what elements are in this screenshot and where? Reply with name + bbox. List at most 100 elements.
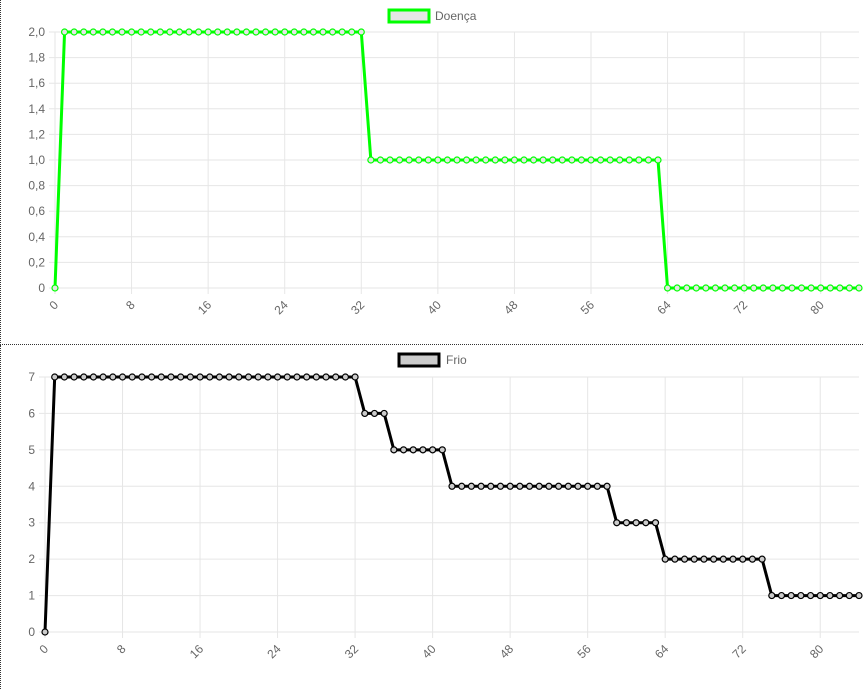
data-point[interactable]: [558, 156, 566, 164]
data-point[interactable]: [367, 156, 375, 164]
data-point[interactable]: [740, 284, 748, 292]
data-point[interactable]: [196, 373, 204, 381]
data-point[interactable]: [768, 591, 776, 600]
data-point[interactable]: [759, 284, 767, 292]
data-point[interactable]: [671, 555, 679, 563]
legend-swatch[interactable]: [397, 352, 441, 368]
data-point[interactable]: [577, 156, 586, 164]
data-point[interactable]: [70, 28, 78, 36]
data-point[interactable]: [376, 156, 385, 164]
data-point[interactable]: [529, 156, 538, 164]
legend-label[interactable]: Doença: [435, 9, 477, 23]
data-point[interactable]: [395, 156, 404, 164]
data-point[interactable]: [855, 284, 863, 292]
data-point[interactable]: [254, 373, 262, 381]
data-point[interactable]: [663, 284, 672, 292]
data-point[interactable]: [281, 28, 289, 36]
data-point[interactable]: [836, 284, 844, 292]
data-point[interactable]: [415, 156, 423, 164]
data-point[interactable]: [419, 446, 427, 454]
data-point[interactable]: [351, 373, 359, 381]
data-point[interactable]: [194, 28, 203, 36]
data-point[interactable]: [147, 373, 156, 381]
data-point[interactable]: [60, 373, 68, 381]
data-point[interactable]: [826, 591, 834, 600]
data-point[interactable]: [322, 373, 330, 381]
data-point[interactable]: [730, 284, 739, 292]
data-point[interactable]: [613, 519, 621, 527]
data-point[interactable]: [424, 156, 432, 164]
data-point[interactable]: [625, 156, 633, 164]
data-point[interactable]: [635, 156, 643, 164]
data-point[interactable]: [855, 591, 863, 600]
data-point[interactable]: [721, 284, 729, 292]
data-point[interactable]: [264, 373, 272, 381]
data-point[interactable]: [807, 284, 815, 292]
data-point[interactable]: [632, 519, 640, 527]
data-point[interactable]: [644, 156, 653, 164]
data-point[interactable]: [225, 373, 233, 381]
data-point[interactable]: [380, 409, 388, 418]
data-point[interactable]: [448, 482, 456, 490]
data-point[interactable]: [711, 284, 720, 292]
data-point[interactable]: [758, 555, 766, 563]
data-point[interactable]: [462, 156, 471, 164]
data-point[interactable]: [467, 482, 475, 490]
data-point[interactable]: [137, 28, 145, 36]
data-point[interactable]: [491, 156, 499, 164]
data-point[interactable]: [186, 373, 194, 381]
data-point[interactable]: [51, 284, 59, 292]
data-point[interactable]: [443, 156, 452, 164]
data-point[interactable]: [487, 482, 495, 490]
data-point[interactable]: [654, 156, 662, 164]
data-point[interactable]: [496, 482, 505, 490]
data-point[interactable]: [204, 28, 212, 36]
data-point[interactable]: [319, 28, 327, 36]
data-point[interactable]: [293, 373, 301, 381]
data-point[interactable]: [328, 28, 337, 36]
legend[interactable]: Doença: [387, 8, 477, 24]
data-point[interactable]: [167, 373, 175, 381]
data-point[interactable]: [118, 373, 127, 381]
data-point[interactable]: [41, 628, 49, 636]
data-point[interactable]: [348, 28, 356, 36]
data-point[interactable]: [564, 482, 572, 490]
data-point[interactable]: [458, 482, 466, 490]
data-point[interactable]: [399, 446, 408, 454]
data-point[interactable]: [409, 446, 417, 454]
data-point[interactable]: [405, 156, 413, 164]
data-point[interactable]: [175, 28, 184, 36]
data-point[interactable]: [845, 591, 853, 600]
data-point[interactable]: [332, 373, 340, 381]
data-point[interactable]: [300, 28, 308, 36]
data-point[interactable]: [89, 28, 97, 36]
data-point[interactable]: [797, 591, 805, 600]
data-point[interactable]: [51, 373, 59, 381]
data-point[interactable]: [341, 373, 350, 381]
data-point[interactable]: [510, 156, 519, 164]
data-point[interactable]: [778, 284, 787, 292]
data-point[interactable]: [303, 373, 311, 381]
data-point[interactable]: [777, 591, 786, 600]
data-point[interactable]: [214, 28, 222, 36]
data-point[interactable]: [233, 28, 241, 36]
data-point[interactable]: [166, 28, 174, 36]
data-point[interactable]: [99, 373, 107, 381]
data-point[interactable]: [836, 591, 844, 600]
data-point[interactable]: [477, 482, 485, 490]
data-point[interactable]: [549, 156, 557, 164]
data-point[interactable]: [817, 284, 825, 292]
data-point[interactable]: [606, 156, 614, 164]
data-point[interactable]: [472, 156, 480, 164]
legend-swatch[interactable]: [387, 8, 431, 24]
data-point[interactable]: [185, 28, 193, 36]
data-point[interactable]: [438, 446, 446, 454]
data-point[interactable]: [545, 482, 553, 490]
data-point[interactable]: [157, 373, 165, 381]
data-point[interactable]: [642, 519, 650, 527]
data-point[interactable]: [244, 373, 253, 381]
data-point[interactable]: [516, 482, 524, 490]
data-point[interactable]: [80, 28, 88, 36]
data-point[interactable]: [692, 284, 700, 292]
data-point[interactable]: [89, 373, 98, 381]
